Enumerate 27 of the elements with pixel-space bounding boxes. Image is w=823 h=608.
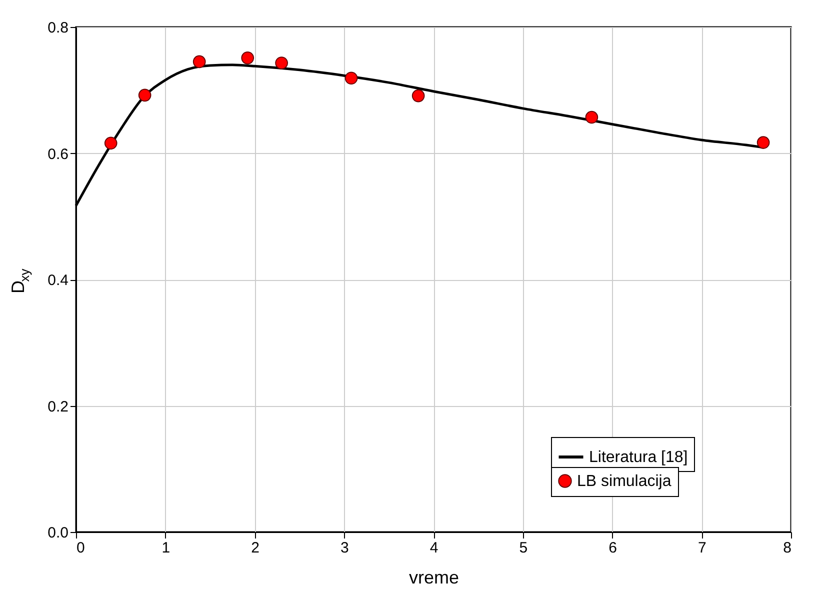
point <box>104 136 118 150</box>
x-tick-label: 4 <box>430 540 438 556</box>
y-tick-label: 0.8 <box>48 20 68 36</box>
legend-label: Literatura [18] <box>589 449 688 466</box>
point <box>192 55 206 68</box>
point <box>241 52 254 64</box>
y-tick-label: 0.0 <box>48 524 68 542</box>
x-tick-label: 5 <box>519 540 528 556</box>
x-tick-label: 2 <box>251 540 260 556</box>
point <box>756 136 770 149</box>
x-tick-label: 6 <box>608 540 617 556</box>
point <box>585 110 598 124</box>
point <box>412 89 425 102</box>
y-tick-label: 0.4 <box>48 272 68 289</box>
point <box>344 72 358 85</box>
point <box>138 88 152 102</box>
x-tick-label: 8 <box>783 540 792 556</box>
y-tick-label: 0.2 <box>48 398 68 416</box>
point <box>275 56 288 70</box>
x-axis-title: vreme <box>408 568 460 588</box>
x-tick-label: 7 <box>698 540 706 556</box>
y-tick-label: 0.6 <box>48 146 68 163</box>
legend-label: LB simulacija <box>577 473 672 490</box>
x-tick-label: 3 <box>340 540 349 556</box>
y-axis-title: Dxy <box>8 268 32 294</box>
x-tick-label: 1 <box>162 540 170 556</box>
x-tick-label: 0 <box>76 540 85 556</box>
